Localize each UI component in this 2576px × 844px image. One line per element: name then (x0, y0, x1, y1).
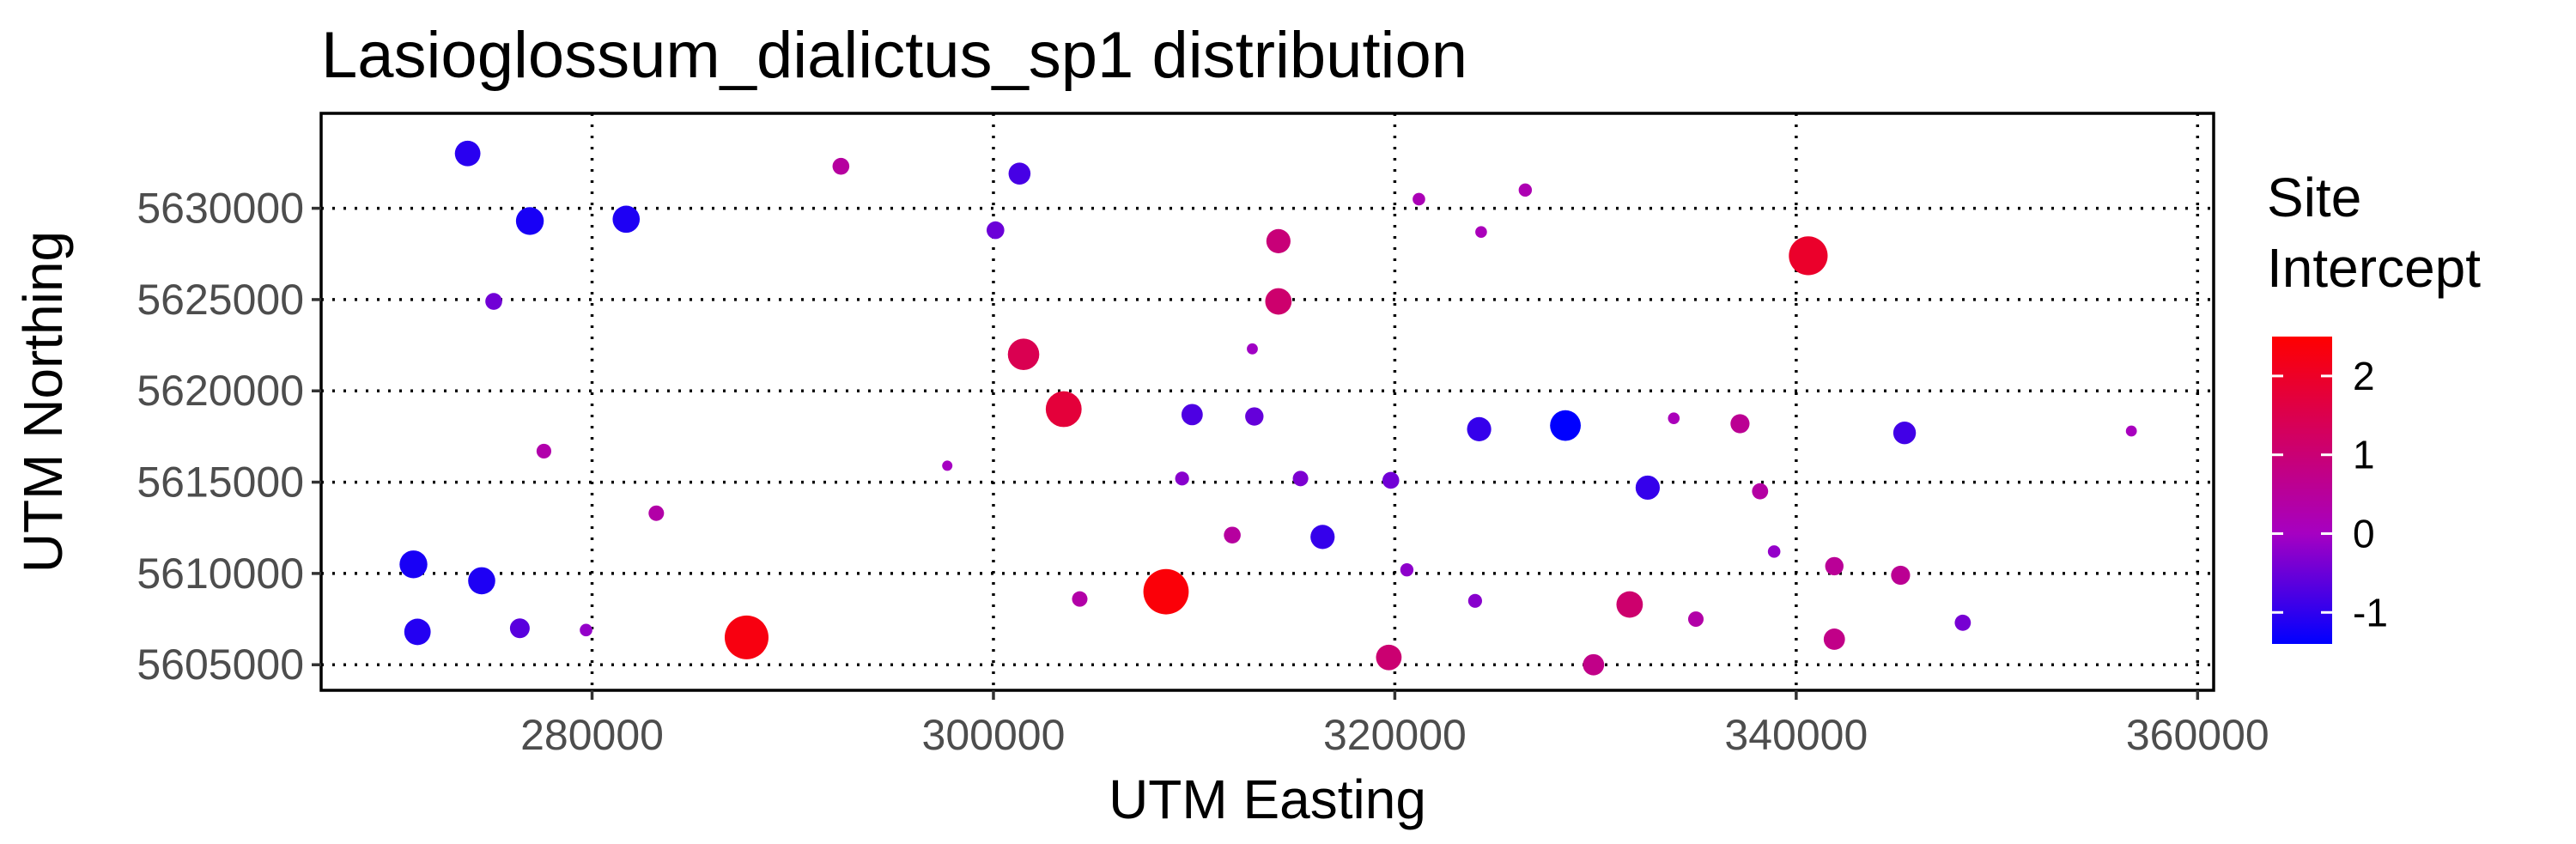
data-point (724, 615, 769, 659)
data-point (1292, 471, 1309, 487)
panel-background (321, 113, 2214, 690)
legend: Site Intercept 2 1 0 -1 (2267, 167, 2481, 644)
legend-colorbar (2272, 337, 2332, 644)
data-point (1823, 628, 1845, 650)
y-tick-label: 5610000 (137, 550, 304, 598)
data-point (1752, 483, 1769, 500)
y-tick-label: 5630000 (137, 185, 304, 233)
data-point (1767, 545, 1781, 558)
legend-tick-label: 2 (2353, 354, 2375, 398)
y-axis-ticks: 5605000 5610000 5615000 5620000 5625000 56300… (137, 185, 321, 689)
data-point (1825, 556, 1844, 576)
data-point (1518, 183, 1533, 197)
chart-title: Lasioglossum_dialictus_sp1 distribution (321, 19, 1467, 92)
data-point (1376, 644, 1402, 671)
y-axis-title: UTM Northing (12, 231, 74, 573)
y-axis: 5605000 5610000 5615000 5620000 5625000 56300… (12, 185, 321, 689)
data-point (1467, 416, 1492, 441)
data-point (1891, 565, 1911, 586)
data-point (1789, 236, 1828, 276)
plot-panel (319, 112, 2215, 692)
data-point (1181, 404, 1203, 426)
data-point (454, 140, 481, 167)
data-point (1175, 471, 1189, 486)
data-point (1072, 591, 1088, 607)
legend-tick-label: 0 (2353, 511, 2375, 556)
data-point (612, 205, 641, 234)
data-point (2125, 425, 2137, 437)
legend-title-line-1: Site (2267, 167, 2361, 228)
data-point (1413, 192, 1425, 206)
data-point (399, 550, 428, 579)
data-point (1893, 421, 1917, 445)
data-point (1143, 568, 1189, 615)
data-point (1382, 471, 1400, 489)
data-point (580, 623, 592, 637)
data-point (1247, 343, 1258, 355)
x-axis-ticks: 280000 300000 320000 340000 360000 (520, 690, 2269, 759)
y-tick-label: 5615000 (137, 458, 304, 507)
data-point (1007, 338, 1040, 371)
data-point (536, 443, 552, 459)
legend-ticks: 2 1 0 -1 (2272, 354, 2388, 635)
data-point (1475, 226, 1487, 239)
x-tick-label: 300000 (922, 711, 1066, 759)
legend-title-line-2: Intercept (2267, 237, 2481, 299)
data-point (1045, 391, 1082, 428)
x-axis-title: UTM Easting (1109, 768, 1426, 830)
data-point (1616, 591, 1643, 618)
y-tick-label: 5625000 (137, 276, 304, 324)
data-point (468, 567, 495, 595)
data-point (1224, 526, 1241, 544)
data-points (399, 140, 2137, 676)
data-point (1583, 653, 1605, 676)
x-tick-label: 320000 (1323, 711, 1467, 759)
data-point (1730, 414, 1750, 434)
data-point (1550, 410, 1581, 441)
data-point (1954, 614, 1971, 631)
data-point (1266, 228, 1291, 253)
vertical-gridlines (590, 113, 2200, 690)
data-point (648, 505, 665, 521)
data-point (515, 207, 544, 235)
legend-tick-label: 1 (2353, 433, 2375, 477)
x-tick-label: 360000 (2126, 711, 2269, 759)
data-point (1467, 593, 1483, 608)
data-point (404, 618, 431, 646)
data-point (1687, 611, 1704, 628)
y-tick-label: 5620000 (137, 367, 304, 415)
y-tick-label: 5605000 (137, 641, 304, 689)
x-tick-label: 280000 (520, 711, 664, 759)
data-point (832, 157, 850, 175)
data-point (509, 618, 530, 639)
data-point (1668, 412, 1680, 424)
x-tick-label: 340000 (1724, 711, 1868, 759)
x-axis: 280000 300000 320000 340000 360000 UTM Easti… (520, 690, 2269, 830)
data-point (1265, 288, 1292, 315)
data-point (987, 221, 1005, 240)
legend-tick-label: -1 (2353, 590, 2388, 635)
data-point (942, 460, 953, 471)
data-point (1310, 525, 1335, 550)
data-point (1008, 162, 1031, 185)
data-point (1245, 407, 1264, 426)
data-point (1400, 562, 1414, 577)
data-point (485, 293, 502, 310)
data-point (1635, 475, 1661, 501)
panel-border (319, 112, 2215, 692)
